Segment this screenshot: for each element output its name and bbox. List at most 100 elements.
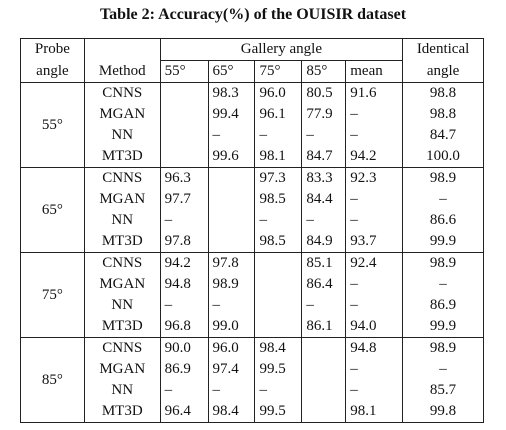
value-cell: 97.8 <box>159 231 209 253</box>
data-row: MGAN 86.9 97.4 99.5 – – <box>21 359 484 380</box>
data-row: 55° CNNS 98.3 96.0 80.5 91.6 98.8 <box>20 82 484 168</box>
identical-cell: 98.9 <box>402 252 484 274</box>
value-cell: 97.7 <box>159 189 209 210</box>
identical-cell: 99.9 <box>402 231 484 253</box>
value-cell: – <box>345 274 403 295</box>
identical-cell: 86.9 <box>402 295 484 316</box>
value-cell: – <box>159 295 209 316</box>
value-cell: 94.2 <box>159 252 209 274</box>
method: CNNS <box>83 167 161 189</box>
value-cell: 92.4 <box>345 252 403 274</box>
identical-cell: – <box>402 359 484 380</box>
identical-cell: 98.9 <box>402 167 484 189</box>
data-row: NN – – – –86.6 <box>21 210 484 231</box>
value-cell: 97.4 <box>207 359 255 380</box>
data-row: NN – – – –84.7 <box>21 125 484 146</box>
value-cell: 94.2 <box>345 146 403 168</box>
value-cell: 98.4 <box>254 337 302 359</box>
value-cell: 84.7 <box>301 146 346 168</box>
value-cell <box>301 380 346 401</box>
identical-cell: 98.8 <box>402 82 484 104</box>
value-cell: 93.7 <box>345 231 403 253</box>
results-table: Probe Gallery angle Identical angle Meth… <box>20 38 484 423</box>
value-cell: 91.6 <box>345 82 403 104</box>
value-cell: 96.0 <box>207 337 255 359</box>
header-cell: Gallery angle <box>159 38 403 61</box>
value-cell <box>254 252 302 274</box>
value-cell: – <box>345 295 403 316</box>
probe-angle: 75° <box>20 252 85 338</box>
header-cell: 55° <box>159 60 209 83</box>
value-cell: 98.5 <box>254 189 302 210</box>
value-cell: – <box>254 380 302 401</box>
method: MGAN <box>83 104 161 125</box>
data-row: NN – – – –86.9 <box>21 295 484 316</box>
value-cell: – <box>345 189 403 210</box>
value-cell: – <box>207 380 255 401</box>
value-cell: 80.5 <box>301 82 346 104</box>
method: MT3D <box>83 146 161 168</box>
value-cell: – <box>301 125 346 146</box>
data-row: MT3D 96.4 98.4 99.5 98.1 99.8 <box>21 401 484 423</box>
data-row: 65° CNNS 96.3 97.3 83.3 92.3 98.9 <box>20 167 484 253</box>
value-cell: 94.8 <box>345 337 403 359</box>
value-cell: 99.5 <box>254 401 302 423</box>
table-body: Probe Gallery angle Identical angle Meth… <box>20 38 484 423</box>
identical-cell: – <box>402 189 484 210</box>
value-cell: 98.3 <box>207 82 255 104</box>
value-cell <box>159 146 209 168</box>
data-row: 85° CNNS 90.0 96.0 98.4 94.8 98.9 <box>20 337 484 423</box>
value-cell: 99.0 <box>207 316 255 338</box>
header-cell: Identical <box>402 38 484 61</box>
value-cell: 97.3 <box>254 167 302 189</box>
method: NN <box>83 125 161 146</box>
header-cell <box>83 38 161 61</box>
header-cell: Probe <box>34 41 70 58</box>
value-cell: 92.3 <box>345 167 403 189</box>
method: NN <box>83 295 161 316</box>
probe-angle: 55° <box>20 82 85 168</box>
value-cell: 98.5 <box>254 231 302 253</box>
value-cell: – <box>159 210 209 231</box>
header-cell: 65° <box>207 60 255 83</box>
data-row: MGAN 94.8 98.9 86.4– – <box>21 274 484 295</box>
value-cell: – <box>254 125 302 146</box>
value-cell: 99.5 <box>254 359 302 380</box>
value-cell <box>207 167 255 189</box>
method: MGAN <box>83 359 161 380</box>
value-cell <box>254 295 302 316</box>
header-cell: mean <box>345 60 403 83</box>
probe-angle: 85° <box>20 337 85 423</box>
value-cell: 94.0 <box>345 316 403 338</box>
value-cell: 98.1 <box>254 146 302 168</box>
value-cell: – <box>345 380 403 401</box>
method: CNNS <box>83 252 161 274</box>
table-title: Table 2: Accuracy(%) of the OUISIR datas… <box>99 6 407 23</box>
data-row: NN – – – –85.7 <box>21 380 484 401</box>
value-cell: 96.3 <box>159 167 209 189</box>
data-row: MGAN 97.7 98.5 84.4– – <box>21 189 484 210</box>
value-cell: 84.4 <box>301 189 346 210</box>
value-cell: 85.1 <box>301 252 346 274</box>
value-cell <box>159 125 209 146</box>
value-cell <box>301 359 346 380</box>
value-cell: 86.4 <box>301 274 346 295</box>
header-cell: angle <box>402 60 484 83</box>
header-row: Probe Gallery angle Identical <box>21 38 484 61</box>
value-cell: 97.8 <box>207 252 255 274</box>
value-cell <box>207 210 255 231</box>
value-cell: – <box>345 104 403 125</box>
method: NN <box>83 380 161 401</box>
value-cell <box>254 274 302 295</box>
identical-cell: 84.7 <box>402 125 484 146</box>
identical-cell: 98.9 <box>402 337 484 359</box>
header-cell: angle <box>36 62 69 79</box>
value-cell: 99.4 <box>207 104 255 125</box>
value-cell <box>301 337 346 359</box>
header-row: angle Method 55° 65° 75° 85° mean angle <box>21 60 484 83</box>
value-cell: 90.0 <box>159 337 209 359</box>
data-row: 75° CNNS 94.2 97.8 85.1 92.4 98.9 <box>20 252 484 338</box>
identical-cell: 85.7 <box>402 380 484 401</box>
identical-cell: 86.6 <box>402 210 484 231</box>
